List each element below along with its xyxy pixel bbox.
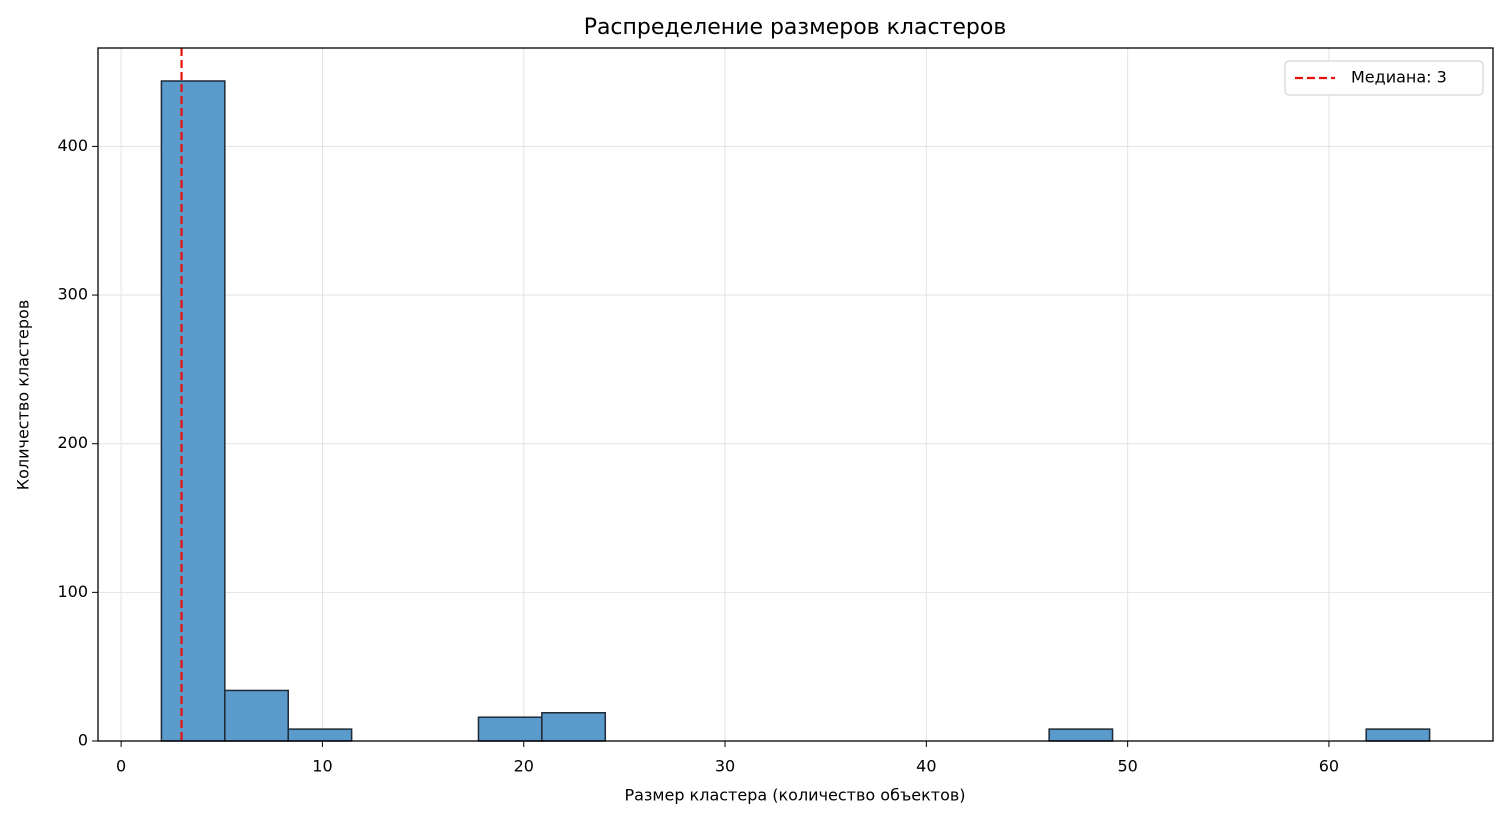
legend-label: Медиана: 3 <box>1351 68 1447 87</box>
bar <box>287 728 353 742</box>
x-tick-label: 0 <box>116 757 126 776</box>
x-tick-label: 60 <box>1319 757 1339 776</box>
legend-box <box>1284 60 1484 96</box>
x-axis-label: Размер кластера (количество объектов) <box>624 786 965 805</box>
bar <box>1048 728 1114 742</box>
x-tick-label: 10 <box>312 757 332 776</box>
bar <box>541 712 607 742</box>
bar <box>160 80 226 742</box>
y-tick-label: 0 <box>78 731 88 750</box>
x-tick-label: 20 <box>514 757 534 776</box>
y-tick-label: 400 <box>57 136 88 155</box>
bar <box>477 716 543 742</box>
y-axis-label: Количество кластеров <box>14 300 33 491</box>
chart-title: Распределение размеров кластеров <box>584 15 1007 40</box>
bar <box>224 689 289 742</box>
y-tick-label: 100 <box>57 582 88 601</box>
x-tick-label: 40 <box>916 757 936 776</box>
plot-frame <box>97 47 1494 742</box>
y-tick-label: 200 <box>57 433 88 452</box>
x-tick-label: 30 <box>715 757 735 776</box>
x-tick-label: 50 <box>1117 757 1137 776</box>
bar <box>1365 728 1431 742</box>
y-tick-label: 300 <box>57 285 88 304</box>
